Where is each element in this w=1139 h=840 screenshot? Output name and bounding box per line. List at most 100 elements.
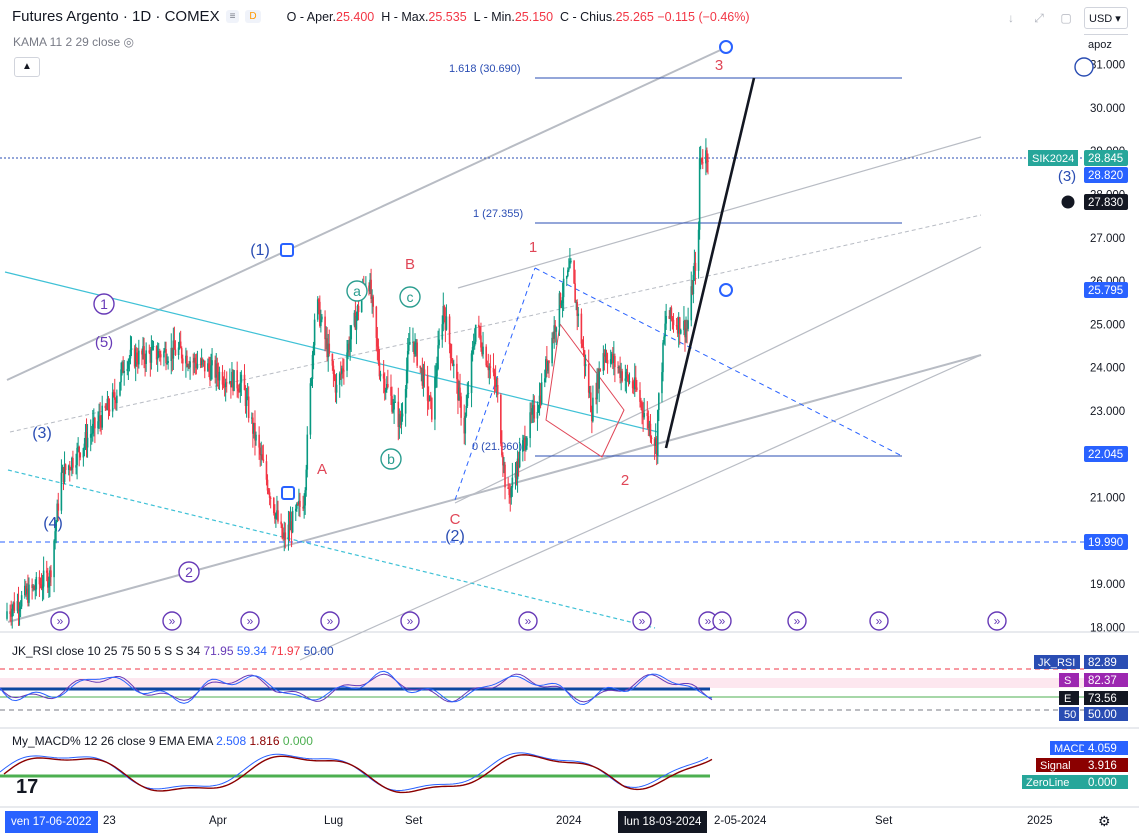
candle-body: [129, 349, 132, 359]
price-tag-value: 22.045: [1088, 449, 1123, 461]
candle-body: [662, 342, 664, 373]
candle-body: [640, 401, 642, 403]
gear-icon[interactable]: ⚙: [1098, 813, 1111, 829]
candle-body: [675, 325, 678, 327]
candle-body: [530, 412, 532, 415]
candle-body: [650, 437, 653, 439]
candle-body: [414, 342, 416, 354]
candle-body: [289, 521, 292, 531]
candle-body: [391, 395, 393, 412]
high-value: 25.535: [428, 9, 467, 24]
collapse-legend-button[interactable]: ▲: [14, 57, 40, 77]
candle-body: [217, 374, 220, 381]
rsi-legend[interactable]: JK_RSI close 10 25 75 50 5 S S 34 71.95 …: [12, 644, 334, 658]
candle-body: [614, 356, 616, 368]
candle-body: [553, 325, 555, 339]
macd-legend[interactable]: My_MACD% 12 26 close 9 EMA EMA 2.508 1.8…: [12, 734, 313, 748]
candle-body: [223, 384, 226, 388]
candle-body: [10, 613, 12, 617]
price-tag-bg: [1084, 150, 1128, 166]
candle-body: [185, 355, 187, 364]
candle-body: [488, 366, 491, 371]
fullscreen-icon[interactable]: ▢: [1060, 11, 1072, 25]
candle-body: [626, 371, 629, 377]
candle-body: [237, 388, 240, 392]
circled-wave-label: b: [387, 451, 395, 467]
candle-body: [62, 467, 65, 482]
candle-body: [111, 392, 114, 412]
candle-body: [149, 352, 152, 363]
candle-body: [121, 362, 123, 370]
candle-body: [346, 352, 348, 371]
candle-body: [218, 371, 221, 381]
candle-body: [240, 374, 243, 383]
candle-body: [101, 405, 104, 428]
currency-select[interactable]: USD ▾: [1084, 7, 1128, 29]
rsi-tag-value: 50.00: [1088, 709, 1117, 721]
channel-line: [454, 246, 982, 504]
candle-body: [676, 326, 679, 334]
symbol-title[interactable]: Futures Argento · 1D · COMEX: [12, 8, 220, 25]
candle-body: [693, 262, 696, 275]
candle-body: [353, 312, 356, 326]
candle-body: [331, 353, 334, 366]
macd-tag-name-bg: [1050, 741, 1084, 755]
y-tick-label: 18.000: [1090, 623, 1125, 635]
candle-body: [16, 601, 19, 611]
candle-body: [420, 367, 423, 369]
candle-body: [532, 405, 535, 409]
delay-badge[interactable]: D: [245, 10, 261, 23]
candle-body: [199, 363, 202, 365]
candle-body: [438, 339, 440, 346]
price-tag-bg: [1084, 167, 1128, 183]
macd-value-1: 2.508: [216, 734, 247, 748]
cyan-dashed-trendline: [7, 469, 656, 629]
expand-icon[interactable]: ⤢: [1034, 11, 1044, 25]
candle-body: [39, 584, 42, 586]
candle-body: [394, 401, 396, 403]
candle-body: [368, 285, 370, 292]
candle-body: [186, 355, 188, 367]
candle-body: [573, 260, 575, 284]
candle-body: [341, 368, 343, 374]
arrow-down-icon[interactable]: ↓: [1008, 11, 1014, 25]
candle-body: [624, 378, 627, 381]
candle-body: [699, 157, 702, 159]
candle-body: [518, 451, 521, 467]
compare-icon[interactable]: ≡: [225, 10, 240, 23]
cyan-trendline: [4, 271, 659, 433]
candle-body: [40, 584, 43, 589]
candle-body: [333, 373, 336, 379]
candle-body: [209, 368, 211, 380]
candle-body: [610, 353, 613, 360]
candle-body: [670, 307, 673, 319]
candle-body: [321, 316, 323, 320]
elliott-wave-label: B: [405, 256, 415, 273]
candle-body: [397, 401, 400, 427]
candle-body: [134, 352, 137, 367]
kama-legend[interactable]: KAMA 11 2 29 close ◎: [13, 35, 134, 49]
macd-tag-name: ZeroLine: [1026, 777, 1069, 789]
candle-body: [481, 347, 483, 355]
candle-body: [187, 365, 189, 367]
candle-body: [648, 423, 651, 429]
candle-body: [460, 396, 462, 418]
candle-body: [508, 488, 511, 496]
eye-off-icon[interactable]: ◎: [123, 35, 135, 49]
circled-wave-label: a: [353, 283, 361, 299]
red-triangle: [545, 323, 625, 458]
candle-body: [569, 260, 571, 269]
candle-body: [105, 407, 108, 410]
candle-body: [297, 503, 299, 505]
scale-mode-button[interactable]: apoz: [1084, 34, 1128, 54]
candle-body: [254, 422, 256, 441]
candle-body: [590, 392, 592, 413]
candle-body: [327, 343, 330, 358]
candle-body: [13, 602, 16, 611]
candle-body: [459, 387, 461, 397]
candle-body: [275, 513, 277, 519]
candle-body: [319, 301, 321, 326]
candle-body: [456, 363, 458, 380]
candle-body: [180, 348, 183, 359]
